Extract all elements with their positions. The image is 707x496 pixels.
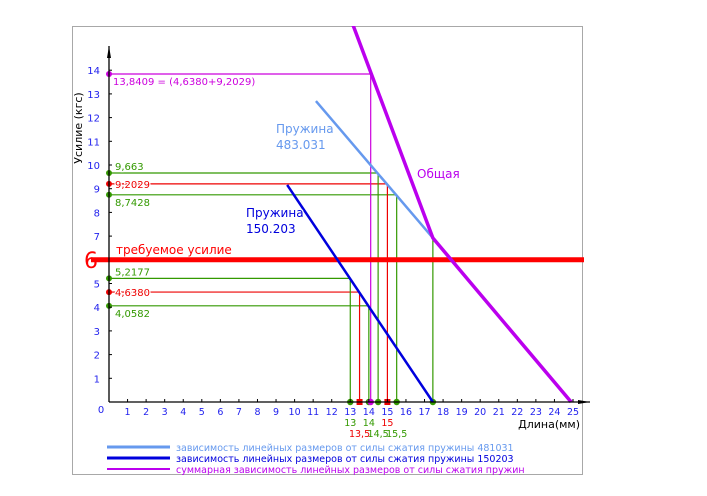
y-tick-label: 7	[94, 232, 100, 243]
y-tick-label: 2	[94, 351, 100, 362]
x-tick-label: 5	[199, 407, 205, 418]
y-tick-label: 3	[94, 327, 100, 338]
series-line-2	[286, 184, 434, 403]
series-label-2: Пружина	[246, 206, 304, 220]
h-marker-label: 4,0582	[115, 309, 150, 320]
x-tick-label: 18	[437, 407, 449, 418]
x-tick-label: 19	[456, 407, 468, 418]
legend-entry: зависимость линейных размеров от силы сж…	[176, 443, 514, 454]
x-tick-label: 2	[143, 407, 149, 418]
y-tick-label: 9	[94, 185, 100, 196]
legend-entry: зависимость линейных размеров от силы сж…	[176, 454, 514, 465]
series-group	[286, 26, 573, 404]
text-group: 13,8409 = (4,6380+9,2029) 9,663 9,2029 8,74…	[72, 66, 580, 440]
marker-group	[91, 70, 584, 406]
chart-frame	[72, 26, 583, 475]
series-label-2: 150.203	[246, 222, 296, 236]
v-marker-label: 13,5	[349, 429, 370, 440]
x-axis-arrow	[578, 400, 590, 404]
y-tick-label: 8	[94, 208, 100, 219]
h-marker-label: 5,2177	[115, 267, 150, 278]
x-tick-label: 13	[344, 407, 356, 418]
x-tick-label: 24	[548, 407, 560, 418]
v-marker-label: 13	[344, 418, 356, 429]
x-axis-label: Длина(мм)	[518, 418, 580, 431]
y-tick-label: 5	[94, 280, 100, 291]
x-tick-label: 15	[381, 407, 393, 418]
y-tick-label: 4	[94, 303, 100, 314]
v-marker-label: 15,5	[386, 429, 407, 440]
x-tick-label: 1	[125, 407, 131, 418]
h-marker-label: 9,2029	[115, 180, 150, 191]
y-tick-label: 14	[87, 66, 100, 77]
y-tick-label: 11	[87, 137, 100, 148]
x-tick-label: 20	[474, 407, 486, 418]
x-tick-label: 3	[162, 407, 168, 418]
required-force-label: требуемое усилие	[116, 243, 232, 257]
x-tick-label: 16	[400, 407, 412, 418]
y-tick-label: 12	[87, 114, 100, 125]
v-marker-label: 14	[363, 418, 375, 429]
x-tick-label: 7	[236, 407, 242, 418]
h-marker-label: 8,7428	[115, 198, 150, 209]
x-tick-label: 12	[326, 407, 338, 418]
origin-label: 0	[98, 405, 104, 416]
y-tick-label: 13	[87, 90, 100, 101]
series-label-1: 483.031	[276, 138, 326, 152]
v-marker-label: 14,5	[368, 429, 389, 440]
x-tick-label: 17	[418, 407, 430, 418]
v-marker-label: 15	[381, 418, 393, 429]
series-label-1: Пружина	[276, 122, 334, 136]
x-tick-label: 14	[363, 407, 375, 418]
y-tick-label: 1	[94, 374, 100, 385]
x-tick-label: 9	[273, 407, 279, 418]
x-tick-label: 22	[511, 407, 523, 418]
legend-entry: суммарная зависимость линейных размеров …	[176, 465, 525, 476]
y-axis-label: Усилие (кгс)	[72, 92, 85, 163]
x-tick-label: 4	[180, 407, 186, 418]
x-tick-label: 25	[567, 407, 579, 418]
x-tick-label: 6	[217, 407, 223, 418]
series-line-3	[351, 26, 573, 404]
x-tick-label: 8	[254, 407, 260, 418]
h-marker-label: 4,6380	[115, 288, 150, 299]
series-line-1	[314, 100, 434, 239]
y-axis-arrow	[107, 46, 111, 58]
h-marker-label: 9,663	[115, 162, 144, 173]
axes-group	[107, 46, 590, 404]
series-label-3: Общая	[417, 167, 460, 181]
h-marker-label: 13,8409 = (4,6380+9,2029)	[113, 77, 255, 88]
x-tick-label: 21	[493, 407, 505, 418]
legend-group: зависимость линейных размеров от силы сж…	[107, 443, 525, 476]
x-tick-label: 23	[530, 407, 542, 418]
x-tick-label: 11	[307, 407, 319, 418]
required-force-value: 6	[84, 249, 98, 274]
x-tick-label: 10	[289, 407, 301, 418]
y-tick-label: 10	[87, 161, 100, 172]
